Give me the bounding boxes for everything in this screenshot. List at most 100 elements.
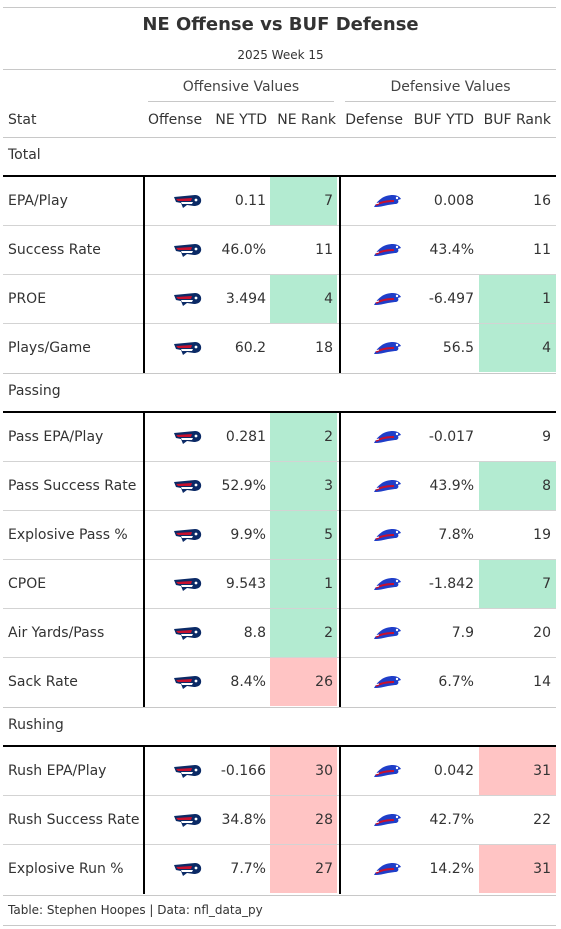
patriots-logo-icon	[173, 290, 203, 308]
bills-logo-icon	[372, 192, 402, 210]
ne-rank-shade	[270, 511, 337, 559]
table-row: Pass EPA/Play 0.281 2 -0.017 9	[3, 413, 556, 462]
stat-name: Explosive Run %	[8, 861, 124, 877]
ne-ytd-value: 0.11	[234, 193, 266, 209]
ne-rank-shade	[270, 609, 337, 657]
stat-name: Success Rate	[8, 242, 101, 258]
row-divider	[3, 657, 556, 658]
bills-logo-icon	[372, 860, 402, 878]
top-rule	[3, 7, 556, 8]
row-divider	[3, 795, 556, 796]
buf-ytd-value: -1.842	[428, 576, 474, 592]
patriots-logo-icon	[173, 762, 203, 780]
row-divider	[3, 461, 556, 462]
stat-name: CPOE	[8, 576, 47, 592]
stat-name: Rush EPA/Play	[8, 763, 107, 779]
buf-rank-shade	[479, 845, 556, 893]
table-row: PROE 3.494 4 -6.497 1	[3, 275, 556, 324]
buf-rank-value: 31	[533, 763, 551, 779]
ne-rank-shade	[270, 413, 337, 461]
patriots-logo-icon	[173, 192, 203, 210]
buf-rank-value: 11	[533, 242, 551, 258]
buf-rank-shade	[479, 275, 556, 323]
buf-rank-value: 4	[542, 340, 551, 356]
row-divider	[3, 323, 556, 324]
table-bottom-rule	[3, 895, 556, 896]
patriots-logo-icon	[173, 339, 203, 357]
offense-column-border	[143, 177, 145, 373]
group-top-rule	[3, 707, 556, 708]
patriots-logo-icon	[173, 860, 203, 878]
bills-logo-icon	[372, 339, 402, 357]
buf-ytd-value: 43.9%	[429, 478, 474, 494]
stat-name: PROE	[8, 291, 47, 307]
column-header-ne-ytd: NE YTD	[215, 112, 267, 128]
bills-logo-icon	[372, 575, 402, 593]
buf-rank-shade	[479, 747, 556, 795]
stat-name: Sack Rate	[8, 674, 78, 690]
buf-ytd-value: 6.7%	[438, 674, 474, 690]
stat-name: Plays/Game	[8, 340, 91, 356]
group-heavy-rule	[3, 411, 556, 413]
ne-rank-value: 4	[324, 291, 333, 307]
ne-rank-shade	[270, 658, 337, 706]
column-header-buf-rank: BUF Rank	[483, 112, 551, 128]
buf-rank-value: 16	[533, 193, 551, 209]
offense-column-border	[143, 747, 145, 894]
bills-logo-icon	[372, 762, 402, 780]
ne-rank-value: 27	[315, 861, 333, 877]
ne-ytd-value: 46.0%	[221, 242, 266, 258]
ne-ytd-value: 60.2	[234, 340, 266, 356]
ne-rank-value: 2	[324, 429, 333, 445]
ne-rank-value: 3	[324, 478, 333, 494]
ne-rank-shade	[270, 845, 337, 893]
buf-rank-value: 9	[542, 429, 551, 445]
row-group-label: Total	[8, 147, 41, 163]
buf-rank-value: 14	[533, 674, 551, 690]
table-row: Success Rate 46.0% 11 43.4% 11	[3, 226, 556, 275]
column-header-offense: Offense	[148, 112, 203, 128]
table-row: Plays/Game 60.2 18 56.5 4	[3, 324, 556, 373]
table-subtitle: 2025 Week 15	[237, 48, 324, 62]
ne-ytd-value: 0.281	[225, 429, 266, 445]
patriots-logo-icon	[173, 477, 203, 495]
buf-rank-value: 1	[542, 291, 551, 307]
table-source-note: Table: Stephen Hoopes | Data: nfl_data_p…	[8, 903, 263, 917]
column-header-ne-rank: NE Rank	[277, 112, 336, 128]
ne-rank-value: 5	[324, 527, 333, 543]
ne-ytd-value: 7.7%	[230, 861, 266, 877]
ne-rank-value: 1	[324, 576, 333, 592]
row-group-label: Passing	[8, 383, 61, 399]
buf-ytd-value: 56.5	[442, 340, 474, 356]
bills-logo-icon	[372, 241, 402, 259]
ne-rank-value: 26	[315, 674, 333, 690]
ne-rank-value: 18	[315, 340, 333, 356]
offense-column-border	[143, 413, 145, 707]
column-header-defense: Defense	[345, 112, 403, 128]
buf-ytd-value: 0.042	[433, 763, 474, 779]
bills-logo-icon	[372, 477, 402, 495]
bills-logo-icon	[372, 673, 402, 691]
stat-name: Pass EPA/Play	[8, 429, 104, 445]
ne-ytd-value: 8.4%	[230, 674, 266, 690]
footer-rule	[3, 925, 556, 926]
spanner-offensive-values: Offensive Values	[148, 79, 334, 102]
stat-name: EPA/Play	[8, 193, 68, 209]
row-divider	[3, 274, 556, 275]
row-divider	[3, 608, 556, 609]
group-top-rule	[3, 373, 556, 374]
group-top-rule	[3, 137, 556, 138]
bills-logo-icon	[372, 428, 402, 446]
ne-ytd-value: 3.494	[225, 291, 266, 307]
buf-rank-value: 31	[533, 861, 551, 877]
ne-ytd-value: 9.543	[225, 576, 266, 592]
defense-column-border	[339, 747, 341, 894]
buf-ytd-value: 43.4%	[429, 242, 474, 258]
table-row: CPOE 9.543 1 -1.842 7	[3, 560, 556, 609]
patriots-logo-icon	[173, 428, 203, 446]
ne-ytd-value: -0.166	[220, 763, 266, 779]
defense-column-border	[339, 177, 341, 373]
ne-rank-value: 28	[315, 812, 333, 828]
buf-ytd-value: 14.2%	[429, 861, 474, 877]
bills-logo-icon	[372, 526, 402, 544]
